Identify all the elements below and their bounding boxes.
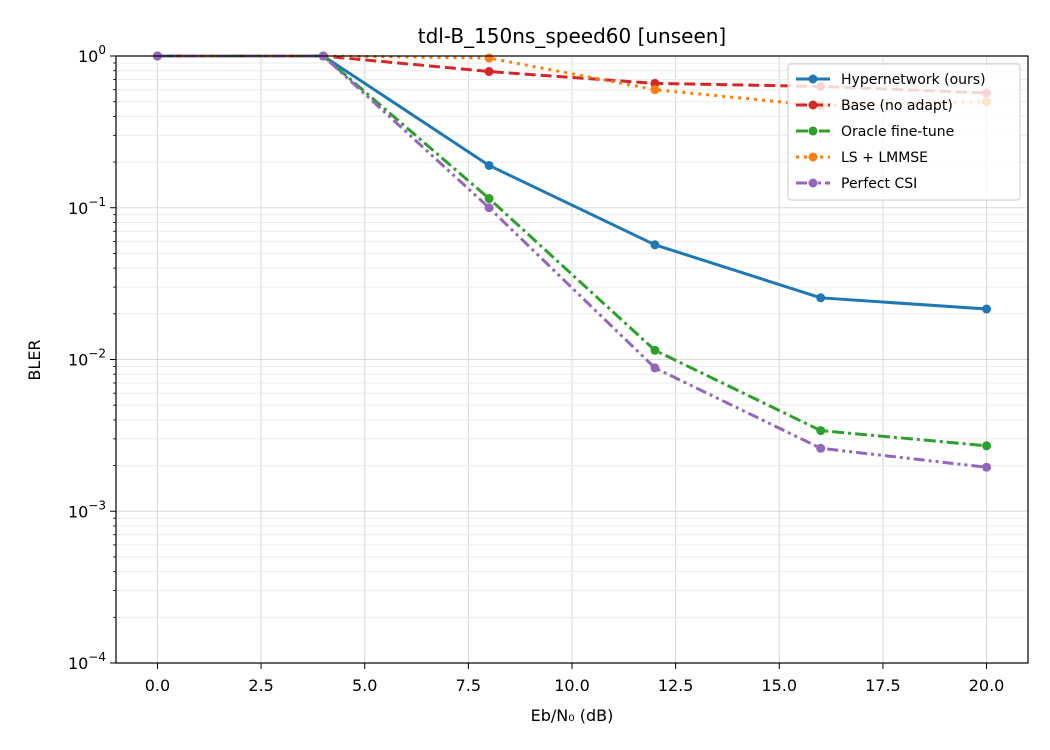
legend-box	[787, 63, 1021, 201]
legend-label-perfect-csi: Perfect CSI	[841, 176, 917, 192]
y-tick-label: 10−3	[68, 498, 106, 521]
legend: Hypernetwork (ours) Base (no adapt) Oracle…	[787, 63, 1021, 201]
legend-label-ls-lmmse: LS + LMMSE	[841, 150, 928, 166]
axis-ticks: 0.0 2.5 5.0 7.5 10.0 12.5 15.0 17.5 20.0 100 10−1 1…	[68, 43, 1004, 695]
chart-title: tdl-B_150ns_speed60 [unseen]	[418, 24, 726, 48]
data-point-perfect-csi	[484, 203, 494, 213]
data-point-oracle-fine-tune	[650, 345, 660, 355]
y-tick-label: 10−2	[68, 347, 106, 370]
legend-label-hypernetwork-ours: Hypernetwork (ours)	[841, 72, 986, 88]
legend-label-oracle-fine-tune: Oracle fine-tune	[841, 124, 954, 140]
legend-item-base-no-adapt: Base (no adapt)	[796, 98, 953, 114]
x-tick-label: 7.5	[456, 676, 481, 695]
x-axis-label: Eb/N₀ (dB)	[531, 706, 614, 725]
data-point-hypernetwork-ours	[484, 160, 494, 170]
legend-item-perfect-csi: Perfect CSI	[796, 176, 917, 192]
legend-marker-ls-lmmse	[808, 152, 818, 162]
data-point-hypernetwork-ours	[982, 304, 992, 314]
y-tick-label: 10−4	[68, 650, 106, 673]
x-tick-label: 15.0	[761, 676, 797, 695]
x-tick-label: 17.5	[865, 676, 901, 695]
legend-item-ls-lmmse: LS + LMMSE	[796, 150, 928, 166]
data-point-base-no-adapt	[484, 67, 494, 77]
x-tick-label: 5.0	[352, 676, 377, 695]
x-tick-label: 12.5	[658, 676, 694, 695]
y-axis-label: BLER	[25, 339, 44, 380]
x-tick-label: 10.0	[554, 676, 590, 695]
data-point-hypernetwork-ours	[650, 240, 660, 250]
legend-label-base-no-adapt: Base (no adapt)	[841, 98, 953, 114]
legend-marker-base-no-adapt	[808, 100, 818, 110]
legend-item-hypernetwork-ours: Hypernetwork (ours)	[796, 72, 986, 88]
data-point-hypernetwork-ours	[816, 293, 826, 303]
data-point-perfect-csi	[816, 443, 826, 453]
y-tick-label: 100	[78, 43, 106, 66]
data-point-oracle-fine-tune	[484, 194, 494, 204]
data-point-perfect-csi	[982, 462, 992, 472]
legend-marker-hypernetwork-ours	[808, 74, 818, 84]
x-tick-label: 0.0	[145, 676, 170, 695]
data-point-base-no-adapt	[650, 78, 660, 88]
data-point-ls-lmmse	[484, 53, 494, 63]
data-point-oracle-fine-tune	[816, 426, 826, 436]
data-point-perfect-csi	[650, 363, 660, 373]
x-tick-label: 20.0	[969, 676, 1005, 695]
y-tick-label: 10−1	[68, 195, 106, 218]
legend-item-oracle-fine-tune: Oracle fine-tune	[796, 124, 954, 140]
x-tick-label: 2.5	[248, 676, 273, 695]
legend-marker-perfect-csi	[808, 178, 818, 188]
legend-marker-oracle-fine-tune	[808, 126, 818, 136]
data-point-oracle-fine-tune	[982, 441, 992, 451]
data-point-ls-lmmse	[650, 85, 660, 95]
